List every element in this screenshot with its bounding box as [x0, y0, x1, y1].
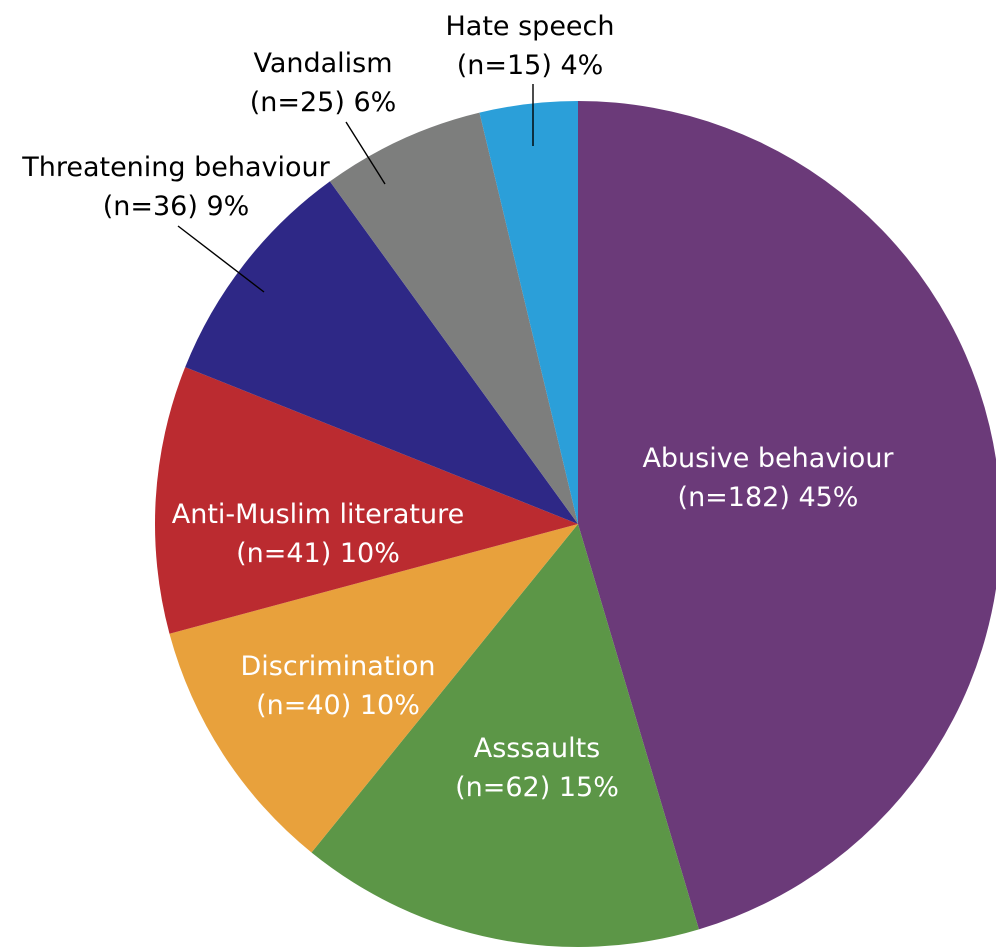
data-label-anti-muslim-literature: Anti-Muslim literature (n=41) 10% [172, 499, 464, 569]
data-label-threatening-behaviour: Threatening behaviour (n=36) 9% [21, 152, 330, 222]
data-label-hate-speech: Hate speech (n=15) 4% [445, 11, 614, 81]
label-value-abusive-behaviour: (n=182) 45% [678, 482, 859, 513]
label-name-abusive-behaviour: Abusive behaviour [642, 443, 894, 474]
label-name-vandalism: Vandalism [253, 48, 392, 79]
slice-asssaults [311, 524, 699, 947]
label-value-anti-muslim-literature: (n=41) 10% [236, 538, 400, 569]
label-name-discrimination: Discrimination [241, 651, 436, 682]
label-value-discrimination: (n=40) 10% [256, 690, 420, 721]
slice-threatening-behaviour [185, 181, 579, 524]
slice-anti-muslim-literature [154, 367, 578, 634]
leader-line-threatening-behaviour [177, 225, 265, 293]
data-label-abusive-behaviour: Abusive behaviour (n=182) 45% [642, 443, 894, 513]
data-label-vandalism: Vandalism (n=25) 6% [250, 48, 397, 118]
data-label-asssaults: Asssaults (n=62) 15% [455, 733, 619, 803]
data-label-discrimination: Discrimination (n=40) 10% [241, 651, 436, 721]
slice-discrimination [169, 524, 579, 853]
label-value-threatening-behaviour: (n=36) 9% [103, 191, 250, 222]
slice-vandalism [329, 112, 578, 524]
label-name-hate-speech: Hate speech [445, 11, 614, 42]
slice-abusive-behaviour [578, 101, 996, 930]
leader-line-vandalism [345, 121, 386, 185]
label-name-anti-muslim-literature: Anti-Muslim literature [172, 499, 464, 530]
label-value-asssaults: (n=62) 15% [455, 772, 619, 803]
label-value-hate-speech: (n=15) 4% [457, 50, 604, 81]
label-name-asssaults: Asssaults [474, 733, 600, 764]
leader-lines [177, 84, 534, 293]
label-value-vandalism: (n=25) 6% [250, 87, 397, 118]
pie-slices [154, 101, 996, 947]
slice-hate-speech [479, 101, 578, 524]
slice-labels: Abusive behaviour (n=182) 45% Asssaults (n=… [21, 11, 894, 803]
label-name-threatening-behaviour: Threatening behaviour [21, 152, 330, 183]
